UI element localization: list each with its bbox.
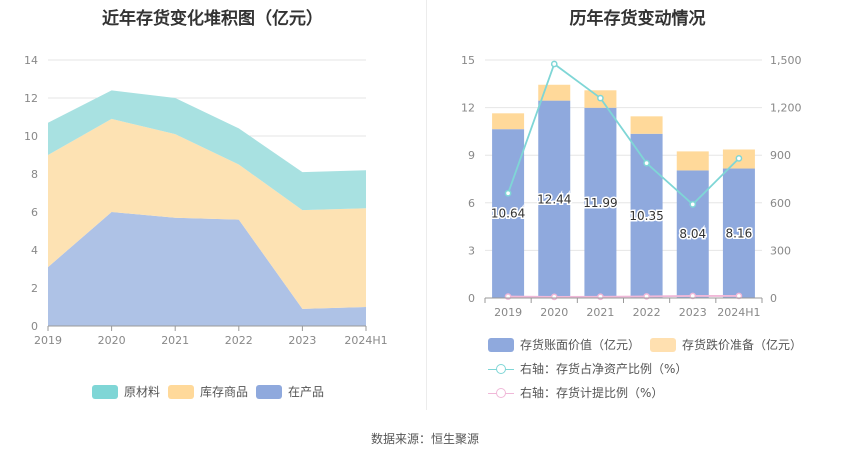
y2-tick-label: 1,500 [770,54,802,67]
bar-data-label: 10.64 [491,207,525,221]
bar-data-label: 8.04 [679,227,706,241]
y2-tick-label: 900 [770,149,791,162]
bar [630,116,663,134]
data-source-note: 数据来源：恒生聚源 [370,432,479,446]
right-chart-title: 历年存货变动情况 [569,9,706,29]
y-tick-label: 3 [468,244,475,257]
legend-label-wip: 在产品 [288,385,325,399]
charts-canvas: 0 2 4 6 8 10 12 14 2019 2020 2021 2022 2023 2024H1 0 3 6… [24,54,802,347]
x-tick-label: 2020 [98,334,126,347]
legend-swatch-book-value [488,337,514,352]
y-tick-label: 10 [24,130,38,143]
y-tick-label: 15 [461,54,475,67]
line-point [643,159,650,167]
y2-tick-label: 300 [770,244,791,257]
bar [538,100,571,298]
x-tick-label: 2022 [225,334,253,347]
bar-data-label: 8.16 [726,226,753,240]
x-tick-label: 2019 [494,306,522,319]
line-point [735,292,743,300]
legend-swatch-finished-goods [168,384,194,399]
line-point [689,292,697,300]
bar-data-label: 10.35 [629,209,663,223]
y-tick-label: 2 [31,282,38,295]
y-tick-label: 6 [468,197,475,210]
bar [492,129,525,298]
y2-tick-label: 600 [770,197,791,210]
bar [722,168,755,298]
y-tick-label: 14 [24,54,38,67]
bar [676,151,709,171]
x-tick-label: 2023 [679,306,707,319]
x-tick-label: 2021 [161,334,189,347]
legend-label-provision-ratio: 右轴：存货计提比例（%） [520,386,664,400]
x-tick-label: 2021 [586,306,614,319]
y-tick-label: 4 [31,244,38,257]
legend-swatch-provision-ratio [488,386,514,400]
bar-data-label: 12.44 [537,192,571,206]
legend-swatch-raw-material [92,384,118,399]
line-point [735,155,743,162]
x-tick-label: 2019 [34,334,62,347]
x-tick-label: 2022 [633,306,661,319]
y2-tick-label: 1,200 [770,102,802,115]
legend-label-net-asset-ratio: 右轴：存货占净资产比例（%） [520,362,688,376]
legend-label-impairment: 存货跌价准备（亿元） [682,338,803,352]
legend-raw-material[interactable]: 原材料 [92,383,160,400]
y-tick-label: 12 [461,102,475,115]
legend-swatch-net-asset-ratio [488,362,514,376]
legend-wip[interactable]: 在产品 [256,383,324,400]
legend-label-finished-goods: 库存商品 [200,385,249,399]
legend-net-asset-ratio[interactable]: 右轴：存货占净资产比例（%） [488,360,687,377]
legend-label-raw-material: 原材料 [124,385,161,399]
y-tick-label: 12 [24,92,38,105]
line-point [550,293,558,301]
line-series [508,295,739,298]
legend-provision-ratio[interactable]: 右轴：存货计提比例（%） [488,384,663,401]
area-series [48,90,366,211]
bar [584,107,617,298]
panel-divider [426,0,427,410]
line-point [597,293,604,301]
legend-label-book-value: 存货账面价值（亿元） [520,338,641,352]
x-tick-label: 2020 [540,306,568,319]
line-point [504,189,512,197]
line-point [597,94,604,102]
y-tick-label: 8 [31,168,38,181]
y-tick-label: 9 [468,149,475,162]
y-tick-label: 0 [31,320,38,333]
legend-finished-goods[interactable]: 库存商品 [168,383,248,400]
bar-data-label: 11.99 [583,196,617,210]
area-series [48,118,366,309]
line-series [507,62,740,206]
y2-tick-label: 0 [770,292,777,305]
x-tick-label: 2024H1 [717,306,760,319]
bar [492,113,525,130]
legend-swatch-wip [256,384,282,399]
legend-swatch-impairment [650,337,676,352]
x-tick-label: 2024H1 [344,334,387,347]
legend-book-value[interactable]: 存货账面价值（亿元） [488,336,640,353]
x-tick-label: 2023 [288,334,316,347]
legend-impairment[interactable]: 存货跌价准备（亿元） [650,336,802,353]
y-tick-label: 6 [31,206,38,219]
area-series [48,212,366,326]
bar [676,170,709,298]
line-point [550,60,558,68]
y-tick-label: 0 [468,292,475,305]
left-chart-title: 近年存货变化堆积图（亿元） [102,9,323,29]
line-point [689,201,697,208]
